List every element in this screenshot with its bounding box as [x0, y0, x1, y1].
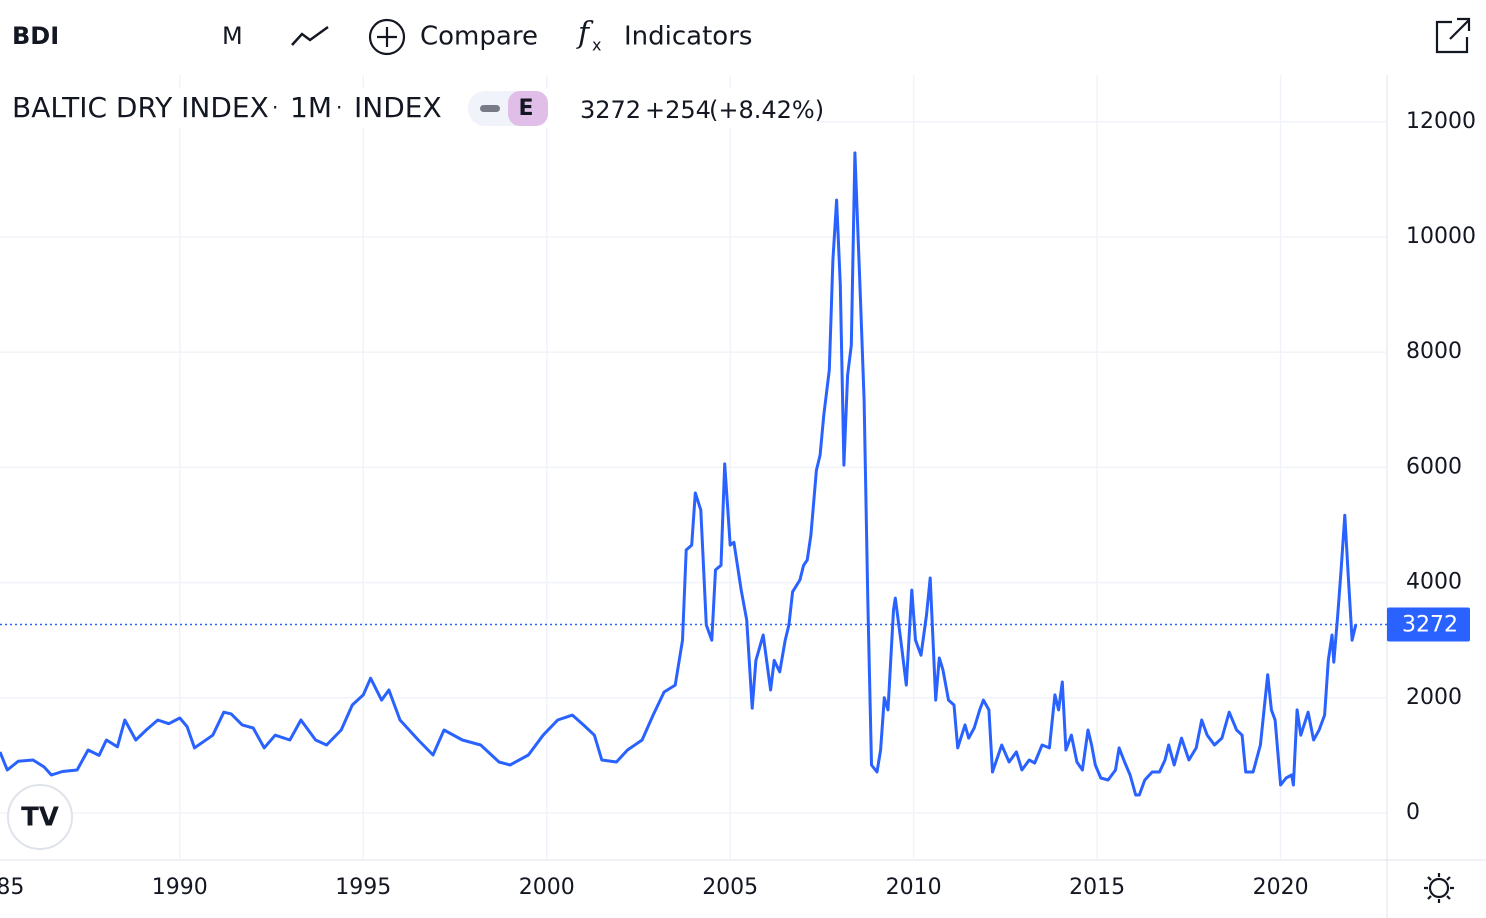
symbol[interactable]: BDI: [12, 22, 59, 50]
compare-button[interactable]: Compare: [420, 22, 538, 52]
legend-dot: ·: [336, 96, 342, 120]
last-price-label: 3272: [1402, 613, 1458, 638]
legend-price: 3272: [580, 96, 641, 124]
badge-dash: [480, 105, 500, 112]
last-price-box: [1387, 607, 1470, 642]
settings-spokes: [1424, 873, 1454, 903]
plot-area: [0, 75, 1387, 860]
x-tick-label: 2010: [886, 875, 942, 900]
x-tick-label: 2005: [702, 875, 758, 900]
settings-icon[interactable]: [1428, 877, 1450, 899]
legend-name: BALTIC DRY INDEX: [12, 91, 269, 124]
x-tick-label: 2015: [1069, 875, 1125, 900]
interval-button[interactable]: M: [222, 22, 243, 50]
y-tick-label: 8000: [1406, 339, 1462, 364]
x-tick-label: 1995: [335, 875, 391, 900]
y-tick-label: 2000: [1406, 685, 1462, 710]
x-tick-label: 1990: [152, 875, 208, 900]
y-tick-label: 4000: [1406, 570, 1462, 595]
x-tick-label: 1985: [0, 875, 24, 900]
y-tick-label: 0: [1406, 800, 1420, 825]
badge-e: E: [518, 96, 533, 121]
legend-dot: ·: [272, 96, 278, 120]
legend-interval: 1M: [290, 91, 332, 124]
logo-mark: TV: [21, 803, 59, 833]
legend-exchange: INDEX: [354, 91, 442, 124]
legend-bg: [0, 88, 815, 128]
chart-type-icon[interactable]: [291, 25, 329, 46]
legend-change-percent: (+8.42%): [709, 96, 824, 124]
fx-icon-x: x: [592, 36, 601, 55]
x-tick-label: 2020: [1253, 875, 1309, 900]
x-tick-label: 2000: [519, 875, 575, 900]
legend-change: +254: [645, 96, 711, 124]
badge-e-bg: [508, 91, 548, 126]
indicators-button[interactable]: Indicators: [624, 22, 752, 52]
y-tick-label: 6000: [1406, 454, 1462, 479]
y-tick-label: 10000: [1406, 224, 1476, 249]
y-tick-label: 12000: [1406, 109, 1476, 134]
logo[interactable]: [7, 784, 73, 850]
compare-plus: [377, 27, 397, 47]
price-line: [0, 151, 1358, 797]
compare-icon[interactable]: [368, 18, 406, 56]
fullscreen-icon[interactable]: [1435, 17, 1471, 54]
